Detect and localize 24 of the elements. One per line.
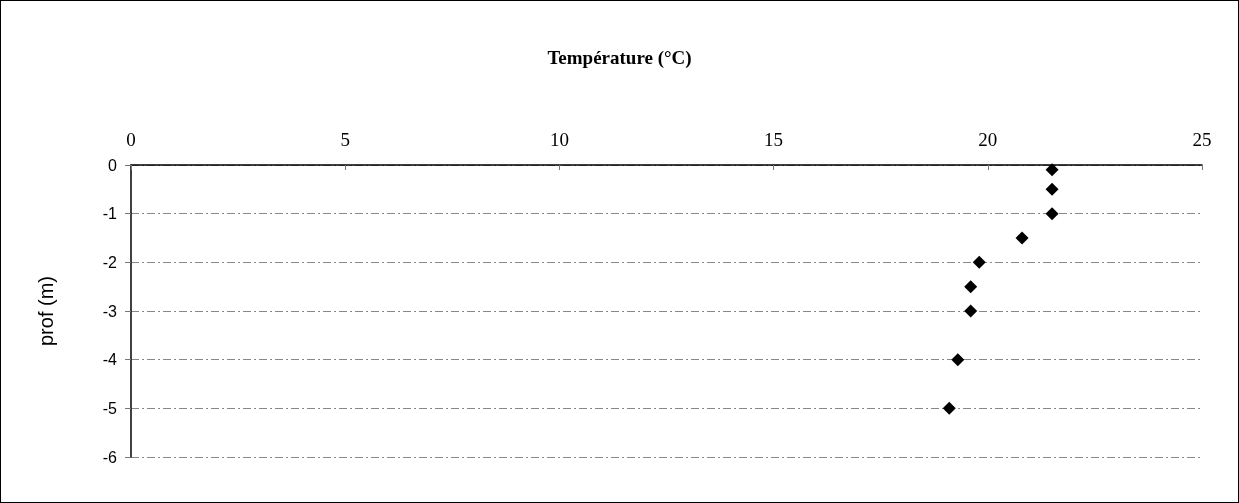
x-tick-label: 5 <box>340 129 350 150</box>
y-tick-label: -1 <box>102 205 118 223</box>
y-tick-label: -3 <box>102 302 118 320</box>
point <box>942 401 956 415</box>
point <box>1045 163 1059 177</box>
x-tick-label: 20 <box>978 129 998 150</box>
y-axis-title: prof (m) <box>35 276 57 346</box>
point <box>964 280 978 294</box>
point <box>964 304 978 318</box>
y-tick-label: -2 <box>102 253 118 271</box>
x-tick-label: 10 <box>549 129 569 150</box>
point <box>1045 207 1059 221</box>
y-tick-label: -4 <box>102 351 118 369</box>
point <box>1015 231 1029 245</box>
point <box>972 255 986 269</box>
y-tick-label: -5 <box>102 399 118 417</box>
x-axis-title: Température (°C) <box>547 47 692 69</box>
x-tick-label: 0 <box>126 129 136 150</box>
x-tick-label: 15 <box>764 129 784 150</box>
x-tick-label: 25 <box>1192 129 1212 150</box>
y-tick-label: -6 <box>102 448 118 466</box>
y-tick-label: 0 <box>108 156 118 174</box>
point <box>951 353 965 367</box>
point <box>1045 182 1059 196</box>
